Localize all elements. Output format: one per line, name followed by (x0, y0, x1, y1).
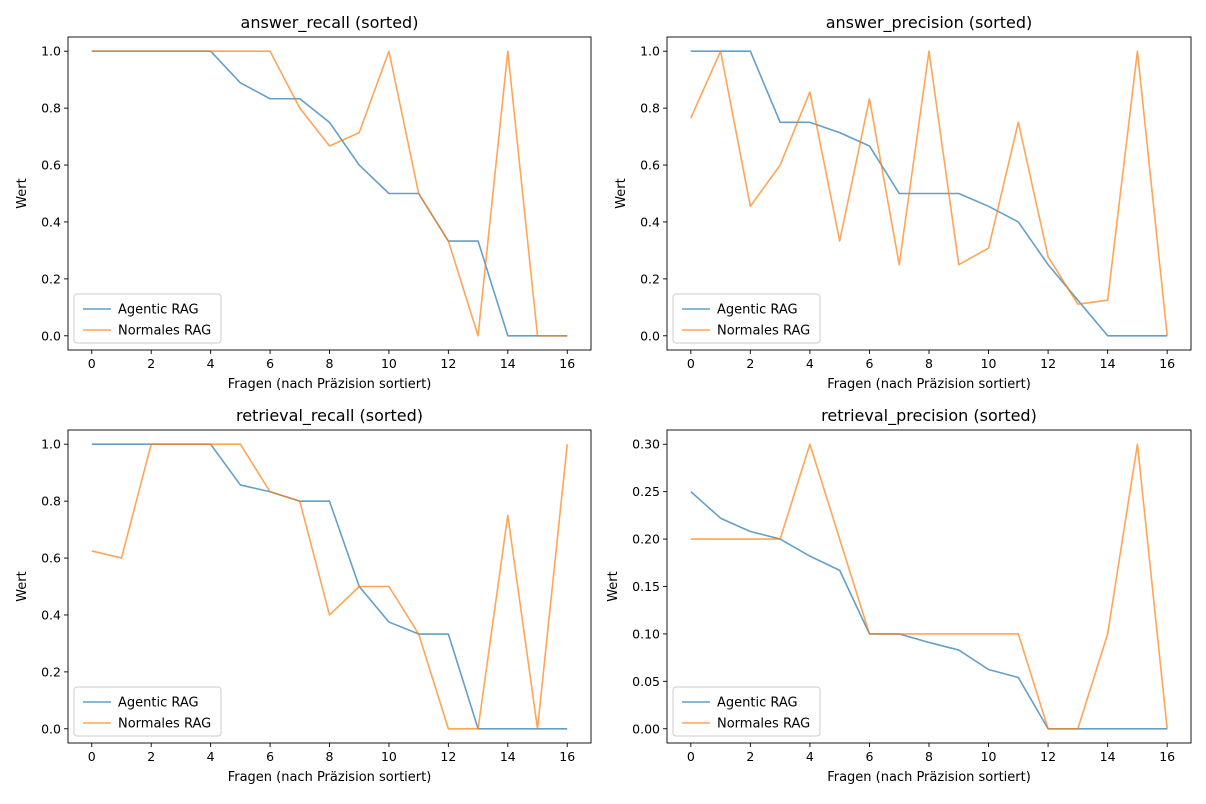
subplot-title: retrieval_precision (sorted) (821, 406, 1037, 426)
y-tick-label: 1.0 (41, 44, 61, 59)
x-tick-label: 16 (1159, 749, 1175, 764)
y-axis-label: Wert (15, 178, 30, 209)
legend-label: Agentic RAG (118, 696, 199, 711)
x-tick-label: 2 (746, 356, 754, 371)
y-axis-label: Wert (606, 571, 621, 602)
x-tick-label: 10 (381, 749, 397, 764)
y-tick-label: 0.4 (41, 214, 61, 229)
x-axis-label: Fragen (nach Präzision sortiert) (228, 770, 432, 785)
x-tick-label: 4 (806, 749, 814, 764)
y-tick-label: 0.4 (41, 607, 61, 622)
y-tick-label: 0.2 (640, 271, 660, 286)
y-tick-label: 0.20 (632, 532, 660, 547)
x-tick-label: 8 (326, 749, 334, 764)
y-tick-label: 1.0 (41, 437, 61, 452)
y-tick-label: 0.4 (640, 214, 660, 229)
x-tick-label: 6 (266, 356, 274, 371)
x-tick-label: 8 (925, 749, 933, 764)
legend-label: Agentic RAG (118, 303, 199, 318)
y-tick-label: 0.25 (632, 484, 660, 499)
series-line-agentic-rag (690, 50, 1168, 337)
x-tick-label: 4 (806, 356, 814, 371)
series-line-agentic-rag (690, 491, 1168, 730)
x-tick-label: 14 (1100, 356, 1116, 371)
y-tick-label: 1.0 (640, 44, 660, 59)
legend-label: Normales RAG (717, 324, 810, 339)
subplot-4: 0 2 4 6 8 10 12 14 16 0.00 0.05 0.10 0.15 0.20 0.25 0.3… (606, 406, 1192, 785)
x-tick-label: 10 (381, 356, 397, 371)
x-tick-label: 12 (1040, 356, 1056, 371)
x-tick-label: 16 (559, 356, 575, 371)
series-line-normales-rag (690, 443, 1168, 730)
y-tick-label: 0.6 (41, 551, 61, 566)
legend: Agentic RAG Normales RAG (73, 686, 222, 737)
y-axis-label: Wert (614, 178, 629, 209)
x-axis-label: Fragen (nach Präzision sortiert) (827, 770, 1031, 785)
x-tick-label: 14 (500, 749, 516, 764)
subplot-title: answer_precision (sorted) (826, 13, 1033, 33)
legend: Agentic RAG Normales RAG (73, 293, 222, 344)
x-tick-label: 2 (746, 749, 754, 764)
y-tick-label: 0.0 (41, 328, 61, 343)
x-axis-label: Fragen (nach Präzision sortiert) (827, 377, 1031, 392)
x-tick-label: 0 (88, 749, 96, 764)
y-tick-label: 0.8 (640, 101, 660, 116)
x-tick-label: 12 (440, 356, 456, 371)
y-axis-label: Wert (15, 571, 30, 602)
x-tick-label: 16 (1159, 356, 1175, 371)
x-tick-label: 0 (88, 356, 96, 371)
x-tick-label: 4 (207, 356, 215, 371)
x-tick-label: 10 (981, 356, 997, 371)
y-tick-label: 0.0 (41, 721, 61, 736)
y-tick-label: 0.10 (632, 626, 660, 641)
x-tick-label: 14 (1100, 749, 1116, 764)
legend: Agentic RAG Normales RAG (672, 686, 821, 737)
legend: Agentic RAG Normales RAG (672, 293, 821, 344)
x-tick-label: 0 (687, 356, 695, 371)
y-tick-label: 0.8 (41, 494, 61, 509)
series-line-agentic-rag (91, 50, 568, 337)
y-tick-label: 0.2 (41, 664, 61, 679)
y-tick-label: 0.15 (632, 579, 660, 594)
y-tick-label: 0.6 (41, 158, 61, 173)
series-line-agentic-rag (91, 443, 568, 730)
x-tick-label: 2 (147, 749, 155, 764)
series-line-normales-rag (91, 443, 569, 730)
x-tick-label: 6 (266, 749, 274, 764)
legend-label: Agentic RAG (717, 696, 798, 711)
legend-label: Normales RAG (717, 717, 810, 732)
x-tick-label: 8 (925, 356, 933, 371)
y-tick-label: 0.30 (632, 437, 660, 452)
y-tick-label: 0.0 (640, 328, 660, 343)
x-tick-label: 2 (147, 356, 155, 371)
x-tick-label: 4 (207, 749, 215, 764)
subplot-3: 0 2 4 6 8 10 12 14 16 0.0 0.2 0.4 0.6 0.8 1.0 retrieval… (15, 406, 592, 785)
y-tick-label: 0.05 (632, 674, 660, 689)
series-line-normales-rag (91, 50, 568, 337)
subplot-title: retrieval_recall (sorted) (236, 406, 423, 426)
legend-label: Agentic RAG (717, 303, 798, 318)
x-tick-label: 10 (981, 749, 997, 764)
x-tick-label: 6 (865, 356, 873, 371)
y-tick-label: 0.8 (41, 101, 61, 116)
legend-label: Normales RAG (118, 324, 211, 339)
x-axis-label: Fragen (nach Präzision sortiert) (228, 377, 432, 392)
y-tick-label: 0.00 (632, 721, 660, 736)
subplot-2: 0 2 4 6 8 10 12 14 16 0.0 0.2 0.4 0.6 0.8 1.0 answer_pr… (614, 13, 1192, 392)
subplot-title: answer_recall (sorted) (241, 13, 419, 33)
x-tick-label: 0 (687, 749, 695, 764)
y-tick-label: 0.2 (41, 271, 61, 286)
x-tick-label: 14 (500, 356, 516, 371)
y-tick-label: 0.6 (640, 158, 660, 173)
x-tick-label: 6 (865, 749, 873, 764)
series-line-normales-rag (690, 50, 1168, 336)
subplot-1: 0 2 4 6 8 10 12 14 16 0.0 0.2 0.4 0.6 0.8 1.0 answer_re… (15, 13, 592, 392)
x-tick-label: 16 (559, 749, 575, 764)
x-tick-label: 8 (326, 356, 334, 371)
x-tick-label: 12 (1040, 749, 1056, 764)
legend-label: Normales RAG (118, 717, 211, 732)
x-tick-label: 12 (440, 749, 456, 764)
